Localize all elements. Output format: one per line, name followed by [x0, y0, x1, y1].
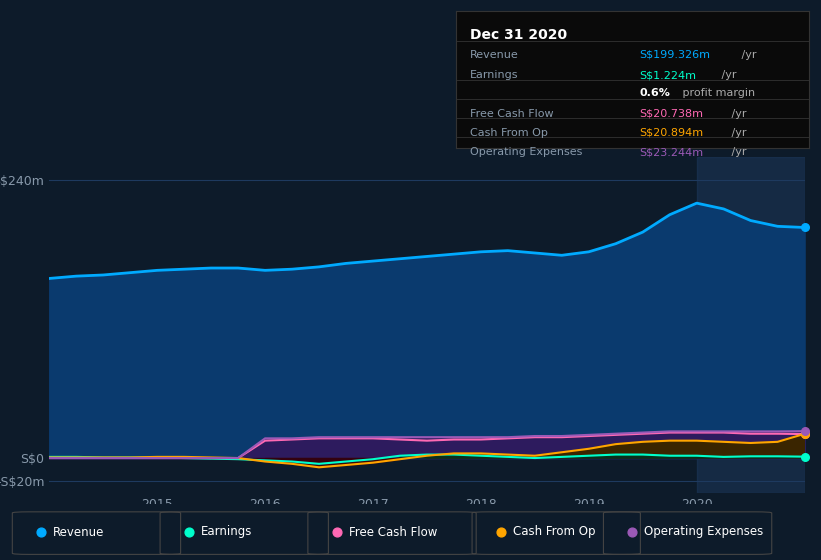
Text: S$199.326m: S$199.326m — [640, 50, 710, 59]
Point — [330, 528, 343, 536]
Text: S$20.738m: S$20.738m — [640, 109, 704, 119]
Text: 0.6%: 0.6% — [640, 88, 670, 98]
Point — [34, 528, 48, 536]
Text: S$20.894m: S$20.894m — [640, 128, 704, 138]
Point — [798, 430, 811, 438]
Point — [798, 223, 811, 232]
Text: /yr: /yr — [718, 70, 736, 80]
Text: S$1.224m: S$1.224m — [640, 70, 696, 80]
Text: Dec 31 2020: Dec 31 2020 — [470, 27, 567, 41]
Text: Earnings: Earnings — [201, 525, 253, 539]
Text: Operating Expenses: Operating Expenses — [470, 147, 582, 157]
Point — [798, 452, 811, 461]
Text: /yr: /yr — [728, 147, 746, 157]
Text: Free Cash Flow: Free Cash Flow — [349, 525, 438, 539]
Point — [494, 528, 507, 536]
Point — [798, 427, 811, 436]
Text: Earnings: Earnings — [470, 70, 518, 80]
Text: Cash From Op: Cash From Op — [470, 128, 548, 138]
Text: /yr: /yr — [728, 128, 746, 138]
Text: /yr: /yr — [738, 50, 757, 59]
Text: Operating Expenses: Operating Expenses — [644, 525, 764, 539]
Point — [626, 528, 639, 536]
Text: Revenue: Revenue — [53, 525, 105, 539]
Text: Cash From Op: Cash From Op — [513, 525, 595, 539]
Point — [798, 430, 811, 438]
Text: Free Cash Flow: Free Cash Flow — [470, 109, 553, 119]
Text: profit margin: profit margin — [679, 88, 754, 98]
Text: /yr: /yr — [728, 109, 746, 119]
Point — [182, 528, 195, 536]
Bar — [697, 157, 805, 493]
Text: Revenue: Revenue — [470, 50, 519, 59]
Text: S$23.244m: S$23.244m — [640, 147, 704, 157]
